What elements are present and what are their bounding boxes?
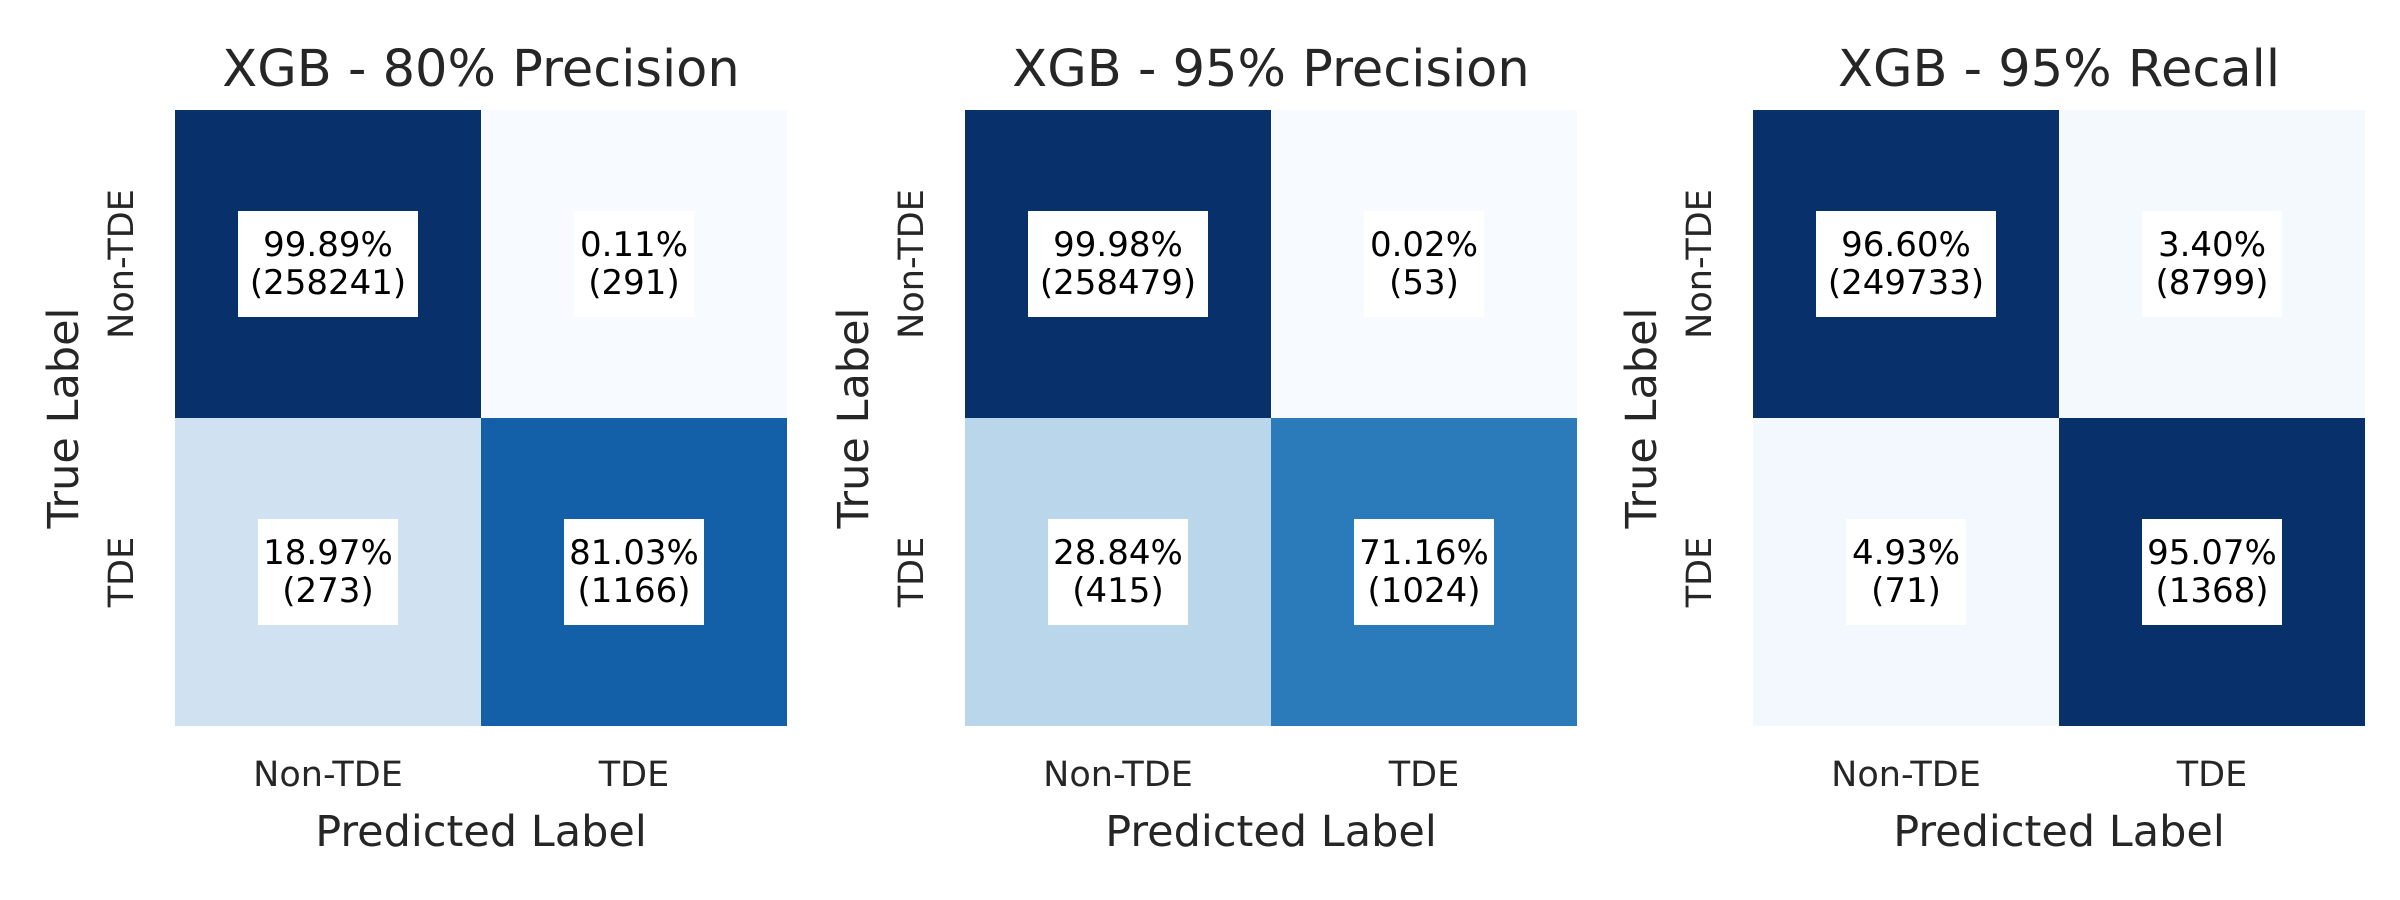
confusion-matrix-panel: XGB - 95% Recall 96.60% (249733) 3.40% (8799… bbox=[1578, 0, 2365, 900]
cell-count-label: (258241) bbox=[249, 263, 407, 303]
chart-title: XGB - 95% Recall bbox=[1838, 40, 2280, 99]
cell-percent-label: 3.40% bbox=[2157, 225, 2266, 265]
x-tick-label: TDE bbox=[598, 755, 670, 795]
cell-count-label: (249733) bbox=[1827, 263, 1985, 303]
cell-annotation: 3.40% (8799) bbox=[2142, 211, 2282, 317]
cell-annotation: 81.03% (1166) bbox=[564, 519, 704, 625]
cell-annotation: 71.16% (1024) bbox=[1354, 519, 1494, 625]
x-tick-label: Non-TDE bbox=[1831, 755, 1981, 795]
cell-count-label: (1166) bbox=[577, 571, 691, 611]
chart-title: XGB - 80% Precision bbox=[222, 40, 740, 99]
x-tick-label: Non-TDE bbox=[1043, 755, 1193, 795]
x-axis-label: Predicted Label bbox=[1105, 807, 1437, 857]
cell-count-label: (415) bbox=[1072, 571, 1164, 611]
cell-percent-label: 81.03% bbox=[569, 533, 699, 573]
cell-count-label: (1368) bbox=[2155, 571, 2269, 611]
cell-percent-label: 99.89% bbox=[263, 225, 393, 265]
cell-percent-label: 18.97% bbox=[263, 533, 393, 573]
y-axis-label: True Label bbox=[829, 307, 879, 529]
cell-percent-label: 0.11% bbox=[579, 225, 688, 265]
x-tick-label: Non-TDE bbox=[253, 755, 403, 795]
cell-percent-label: 99.98% bbox=[1053, 225, 1183, 265]
cell-count-label: (71) bbox=[1871, 571, 1941, 611]
cell-annotation: 0.02% (53) bbox=[1364, 211, 1484, 317]
chart-title: XGB - 95% Precision bbox=[1012, 40, 1530, 99]
cell-percent-label: 4.93% bbox=[1851, 533, 1960, 573]
y-tick-label: Non-TDE bbox=[102, 189, 142, 339]
cell-annotation: 28.84% (415) bbox=[1048, 519, 1188, 625]
cell-annotation: 99.89% (258241) bbox=[238, 211, 418, 317]
y-tick-label: TDE bbox=[102, 536, 142, 608]
y-tick-label: Non-TDE bbox=[892, 189, 932, 339]
y-tick-label: TDE bbox=[892, 536, 932, 608]
cell-annotation: 0.11% (291) bbox=[574, 211, 694, 317]
cell-count-label: (291) bbox=[588, 263, 680, 303]
x-tick-label: TDE bbox=[2176, 755, 2248, 795]
cell-percent-label: 71.16% bbox=[1359, 533, 1489, 573]
cell-annotation: 18.97% (273) bbox=[258, 519, 398, 625]
cell-percent-label: 28.84% bbox=[1053, 533, 1183, 573]
y-tick-label: Non-TDE bbox=[1680, 189, 1720, 339]
cell-percent-label: 96.60% bbox=[1841, 225, 1971, 265]
cell-count-label: (1024) bbox=[1367, 571, 1481, 611]
cell-count-label: (53) bbox=[1389, 263, 1459, 303]
x-axis-label: Predicted Label bbox=[315, 807, 647, 857]
cell-annotation: 99.98% (258479) bbox=[1028, 211, 1208, 317]
cell-count-label: (273) bbox=[282, 571, 374, 611]
cell-percent-label: 0.02% bbox=[1369, 225, 1478, 265]
confusion-matrix-panel: XGB - 80% Precision 99.89% (258241) 0.11% (2… bbox=[0, 0, 787, 900]
cell-count-label: (258479) bbox=[1039, 263, 1197, 303]
cell-count-label: (8799) bbox=[2155, 263, 2269, 303]
x-tick-label: TDE bbox=[1388, 755, 1460, 795]
y-axis-label: True Label bbox=[39, 307, 89, 529]
y-axis-label: True Label bbox=[1617, 307, 1667, 529]
confusion-matrix-panel: XGB - 95% Precision 99.98% (258479) 0.02% (5… bbox=[790, 0, 1577, 900]
cell-annotation: 96.60% (249733) bbox=[1816, 211, 1996, 317]
cell-annotation: 4.93% (71) bbox=[1846, 519, 1966, 625]
y-tick-label: TDE bbox=[1680, 536, 1720, 608]
x-axis-label: Predicted Label bbox=[1893, 807, 2225, 857]
cell-percent-label: 95.07% bbox=[2147, 533, 2277, 573]
cell-annotation: 95.07% (1368) bbox=[2142, 519, 2282, 625]
